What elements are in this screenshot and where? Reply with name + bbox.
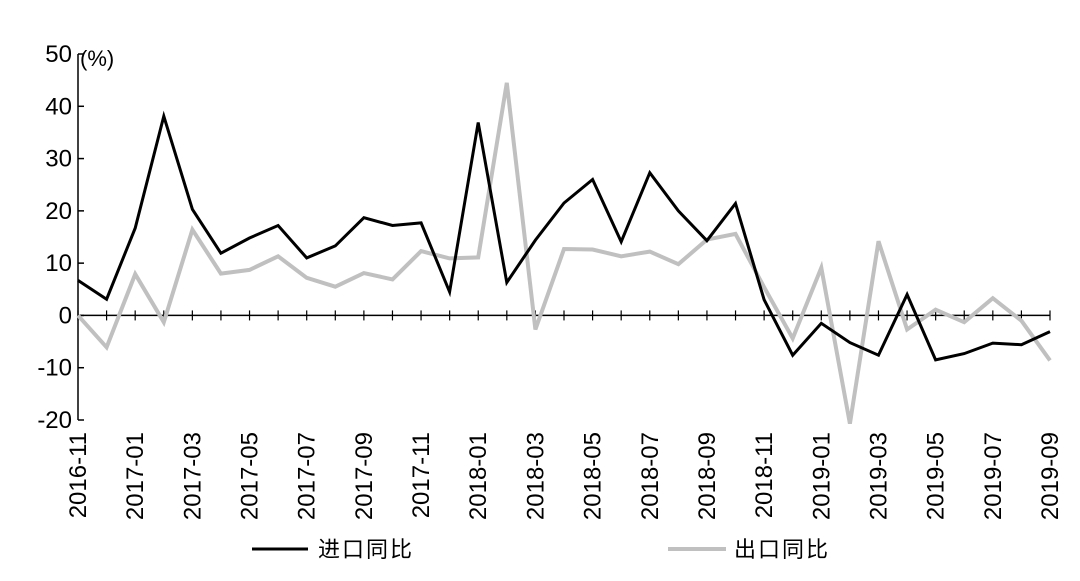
y-tick-label: 50 xyxy=(45,41,72,68)
x-tick-label: 2017-09 xyxy=(351,432,378,520)
y-axis-ticks: 50 40 30 20 10 0 -10 -20 xyxy=(37,41,84,434)
y-tick-label: -10 xyxy=(37,355,72,382)
y-tick-label: 30 xyxy=(45,146,72,173)
x-tick-label: 2016-11 xyxy=(65,432,92,518)
x-tick-label: 2018-03 xyxy=(522,432,549,520)
y-tick-label: 0 xyxy=(59,302,72,329)
x-tick-label: 2018-09 xyxy=(694,432,721,520)
y-tick-label: 40 xyxy=(45,93,72,120)
legend-label-import: 进口同比 xyxy=(318,538,414,563)
x-tick-label: 2017-01 xyxy=(122,432,149,520)
series-layer xyxy=(76,82,1052,425)
legend-label-export: 出口同比 xyxy=(734,538,830,563)
x-tick-label: 2017-07 xyxy=(294,432,321,520)
x-tick-label: 2018-05 xyxy=(580,432,607,520)
x-tick-label: 2017-03 xyxy=(179,432,206,520)
y-tick-label: 20 xyxy=(45,198,72,225)
x-tick-label: 2019-07 xyxy=(980,432,1007,520)
legend: 进口同比 出口同比 xyxy=(252,538,830,563)
x-axis-ticks: 2016-11 2017-01 2017-03 2017-05 2017-07 2017-… xyxy=(65,310,1064,520)
x-tick-label: 2018-07 xyxy=(637,432,664,520)
y-tick-label: -20 xyxy=(37,407,72,434)
y-tick-label: 10 xyxy=(45,250,72,277)
x-tick-label: 2019-05 xyxy=(923,432,950,520)
x-tick-label: 2019-01 xyxy=(808,432,835,520)
series-line-export xyxy=(76,82,1052,425)
x-tick-label: 2019-09 xyxy=(1037,432,1064,520)
axes xyxy=(77,54,1050,420)
y-axis-unit-label: (%) xyxy=(80,46,114,71)
x-tick-label: 2019-03 xyxy=(865,432,892,520)
x-tick-label: 2018-11 xyxy=(751,432,778,518)
x-tick-label: 2018-01 xyxy=(465,432,492,520)
x-tick-label: 2017-05 xyxy=(237,432,264,520)
x-tick-label: 2017-11 xyxy=(408,432,435,518)
series-line-import xyxy=(77,110,1051,362)
